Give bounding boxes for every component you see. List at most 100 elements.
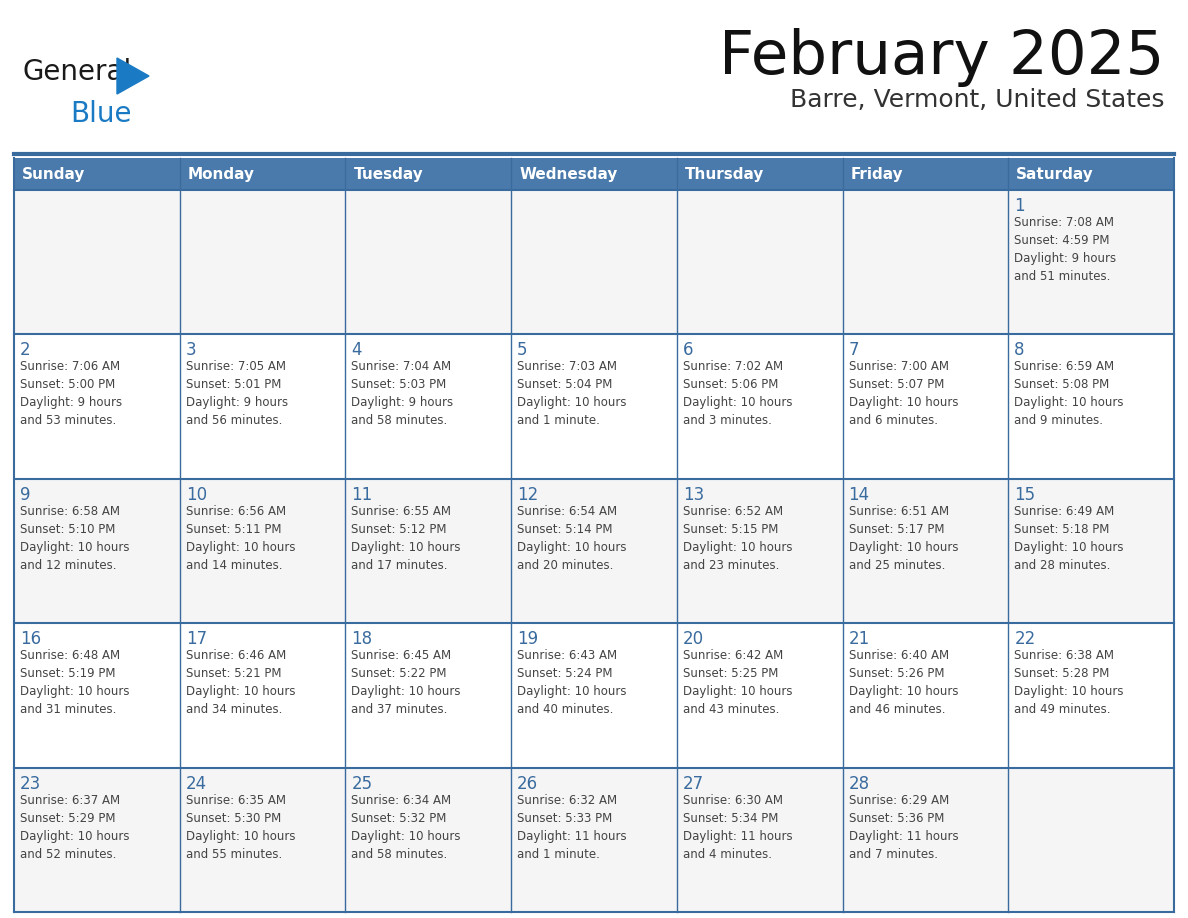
Text: 22: 22: [1015, 630, 1036, 648]
Text: Sunrise: 7:00 AM: Sunrise: 7:00 AM: [848, 361, 948, 374]
Text: February 2025: February 2025: [719, 28, 1164, 87]
Text: 16: 16: [20, 630, 42, 648]
Bar: [677, 479, 842, 623]
Text: Sunset: 5:04 PM: Sunset: 5:04 PM: [517, 378, 613, 391]
Text: Daylight: 10 hours: Daylight: 10 hours: [1015, 541, 1124, 554]
Bar: [511, 334, 677, 479]
Bar: [14, 158, 179, 190]
Text: Daylight: 10 hours: Daylight: 10 hours: [683, 541, 792, 554]
Bar: [1009, 623, 1174, 767]
Text: Sunrise: 6:54 AM: Sunrise: 6:54 AM: [517, 505, 618, 518]
Text: 13: 13: [683, 486, 704, 504]
Text: Sunrise: 7:03 AM: Sunrise: 7:03 AM: [517, 361, 617, 374]
Text: 19: 19: [517, 630, 538, 648]
Text: Sunset: 5:32 PM: Sunset: 5:32 PM: [352, 812, 447, 824]
Text: Sunrise: 6:30 AM: Sunrise: 6:30 AM: [683, 793, 783, 807]
Bar: [842, 334, 1009, 479]
Text: 25: 25: [352, 775, 373, 792]
Text: Daylight: 10 hours: Daylight: 10 hours: [517, 685, 626, 699]
Text: and 25 minutes.: and 25 minutes.: [848, 559, 944, 572]
Bar: [14, 334, 179, 479]
Text: Sunset: 5:14 PM: Sunset: 5:14 PM: [517, 522, 613, 536]
Text: 11: 11: [352, 486, 373, 504]
Text: Sunset: 5:01 PM: Sunset: 5:01 PM: [185, 378, 282, 391]
Text: Sunset: 5:17 PM: Sunset: 5:17 PM: [848, 522, 944, 536]
Text: Sunrise: 6:29 AM: Sunrise: 6:29 AM: [848, 793, 949, 807]
Text: Sunrise: 7:06 AM: Sunrise: 7:06 AM: [20, 361, 120, 374]
Text: Sunrise: 6:52 AM: Sunrise: 6:52 AM: [683, 505, 783, 518]
Text: 2: 2: [20, 341, 31, 360]
Bar: [511, 623, 677, 767]
Text: and 4 minutes.: and 4 minutes.: [683, 847, 772, 860]
Text: and 6 minutes.: and 6 minutes.: [848, 414, 937, 428]
Bar: [179, 623, 346, 767]
Text: Daylight: 10 hours: Daylight: 10 hours: [848, 397, 958, 409]
Bar: [1009, 158, 1174, 190]
Text: Daylight: 9 hours: Daylight: 9 hours: [1015, 252, 1117, 265]
Bar: [511, 479, 677, 623]
Text: Sunrise: 6:59 AM: Sunrise: 6:59 AM: [1015, 361, 1114, 374]
Bar: [1009, 190, 1174, 334]
Text: Sunrise: 6:48 AM: Sunrise: 6:48 AM: [20, 649, 120, 662]
Text: Wednesday: Wednesday: [519, 166, 618, 182]
Text: Sunset: 5:26 PM: Sunset: 5:26 PM: [848, 667, 944, 680]
Bar: [677, 190, 842, 334]
Bar: [842, 158, 1009, 190]
Bar: [179, 767, 346, 912]
Text: 26: 26: [517, 775, 538, 792]
Text: Sunrise: 6:37 AM: Sunrise: 6:37 AM: [20, 793, 120, 807]
Text: Sunset: 5:30 PM: Sunset: 5:30 PM: [185, 812, 282, 824]
Text: Daylight: 10 hours: Daylight: 10 hours: [848, 541, 958, 554]
Text: 1: 1: [1015, 197, 1025, 215]
Text: Sunday: Sunday: [23, 166, 86, 182]
Text: and 12 minutes.: and 12 minutes.: [20, 559, 116, 572]
Text: 24: 24: [185, 775, 207, 792]
Bar: [14, 190, 179, 334]
Text: and 17 minutes.: and 17 minutes.: [352, 559, 448, 572]
Bar: [1009, 334, 1174, 479]
Text: and 14 minutes.: and 14 minutes.: [185, 559, 283, 572]
Bar: [842, 623, 1009, 767]
Text: 9: 9: [20, 486, 31, 504]
Text: and 51 minutes.: and 51 minutes.: [1015, 270, 1111, 283]
Text: 3: 3: [185, 341, 196, 360]
Text: 12: 12: [517, 486, 538, 504]
Text: Thursday: Thursday: [684, 166, 764, 182]
Text: Sunset: 5:06 PM: Sunset: 5:06 PM: [683, 378, 778, 391]
Text: Sunrise: 6:35 AM: Sunrise: 6:35 AM: [185, 793, 286, 807]
Text: Sunset: 5:07 PM: Sunset: 5:07 PM: [848, 378, 944, 391]
Bar: [346, 479, 511, 623]
Text: Daylight: 10 hours: Daylight: 10 hours: [683, 397, 792, 409]
Text: Daylight: 10 hours: Daylight: 10 hours: [185, 830, 295, 843]
Text: and 46 minutes.: and 46 minutes.: [848, 703, 946, 716]
Text: Sunset: 5:28 PM: Sunset: 5:28 PM: [1015, 667, 1110, 680]
Bar: [677, 623, 842, 767]
Bar: [346, 623, 511, 767]
Text: Daylight: 10 hours: Daylight: 10 hours: [848, 685, 958, 699]
Bar: [511, 158, 677, 190]
Text: Sunset: 5:03 PM: Sunset: 5:03 PM: [352, 378, 447, 391]
Text: 6: 6: [683, 341, 694, 360]
Bar: [1009, 767, 1174, 912]
Bar: [179, 190, 346, 334]
Text: and 49 minutes.: and 49 minutes.: [1015, 703, 1111, 716]
Text: and 7 minutes.: and 7 minutes.: [848, 847, 937, 860]
Bar: [14, 767, 179, 912]
Text: Barre, Vermont, United States: Barre, Vermont, United States: [790, 88, 1164, 112]
Bar: [1009, 479, 1174, 623]
Text: Sunrise: 6:46 AM: Sunrise: 6:46 AM: [185, 649, 286, 662]
Text: Daylight: 10 hours: Daylight: 10 hours: [1015, 685, 1124, 699]
Text: Sunset: 5:34 PM: Sunset: 5:34 PM: [683, 812, 778, 824]
Bar: [511, 767, 677, 912]
Bar: [14, 479, 179, 623]
Text: Tuesday: Tuesday: [353, 166, 423, 182]
Text: Sunset: 5:11 PM: Sunset: 5:11 PM: [185, 522, 282, 536]
Text: 20: 20: [683, 630, 704, 648]
Text: Sunset: 5:12 PM: Sunset: 5:12 PM: [352, 522, 447, 536]
Text: 5: 5: [517, 341, 527, 360]
Text: Daylight: 10 hours: Daylight: 10 hours: [352, 685, 461, 699]
Text: Daylight: 9 hours: Daylight: 9 hours: [185, 397, 287, 409]
Text: Sunrise: 6:51 AM: Sunrise: 6:51 AM: [848, 505, 949, 518]
Text: 4: 4: [352, 341, 362, 360]
Text: and 31 minutes.: and 31 minutes.: [20, 703, 116, 716]
